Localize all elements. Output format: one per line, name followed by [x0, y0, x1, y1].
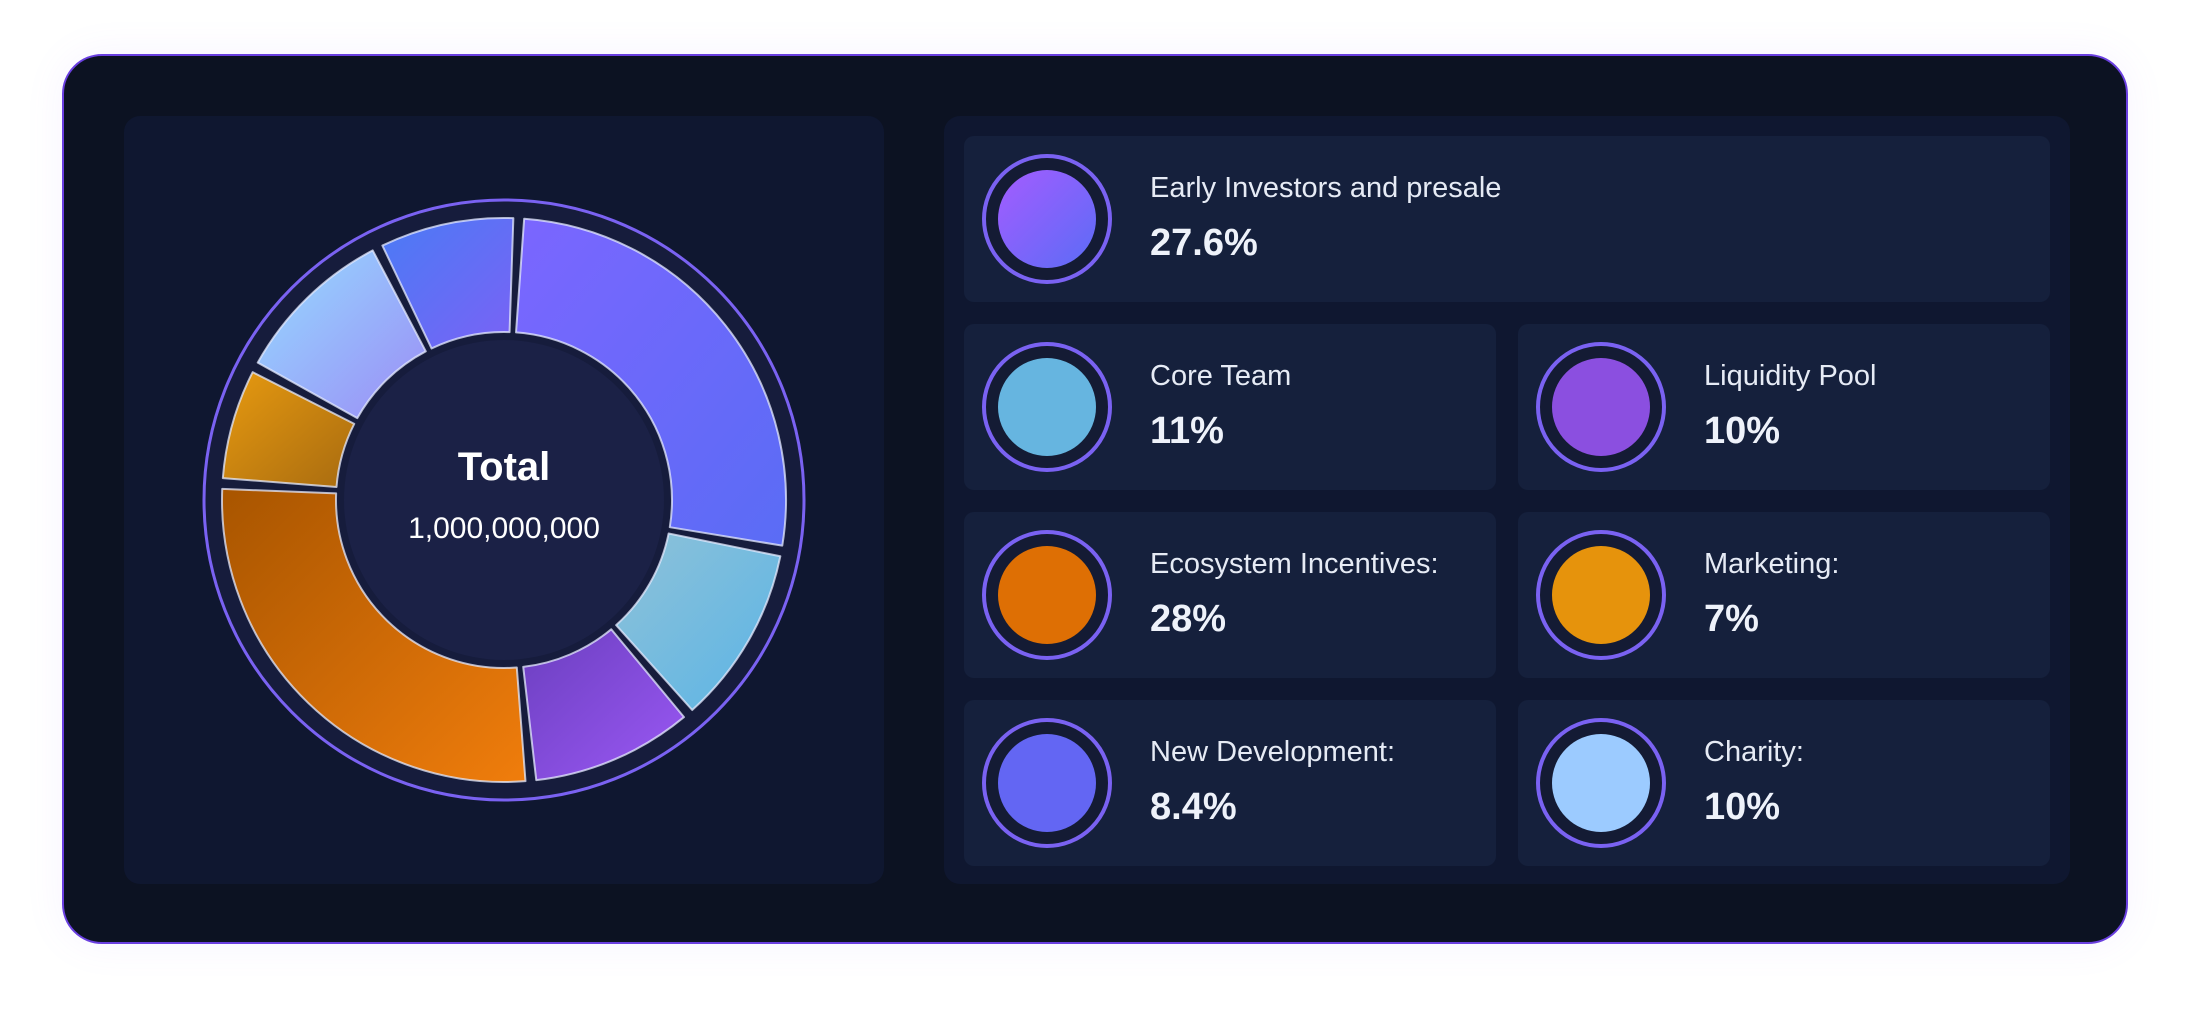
legend-value: 11% [1150, 410, 1224, 452]
legend-item: Core Team 11% [964, 324, 1496, 490]
legend-swatch-icon [1536, 342, 1666, 472]
legend-label: Charity: [1704, 736, 1804, 768]
pie-slice [522, 628, 685, 782]
legend-value: 27.6% [1150, 222, 1258, 264]
pie-slice [515, 217, 787, 547]
legend-label: Marketing: [1704, 548, 1840, 580]
inner-hole [344, 340, 664, 660]
legend-item: Ecosystem Incentives: 28% [964, 512, 1496, 678]
chart-center-title: Total [458, 445, 551, 489]
legend-color-dot [1552, 734, 1650, 832]
legend-swatch-icon [1536, 530, 1666, 660]
chart-center-value: 1,000,000,000 [408, 512, 600, 545]
donut-chart: Total 1,000,000,000 [202, 198, 806, 802]
legend-swatch-icon [982, 342, 1112, 472]
pie-slice [381, 217, 515, 350]
legend-swatch-icon [982, 530, 1112, 660]
legend-value: 10% [1704, 786, 1781, 828]
legend-value: 28% [1150, 598, 1227, 640]
legend-value: 8.4% [1150, 786, 1237, 828]
legend-swatch-icon [1536, 718, 1666, 848]
pie-slice [221, 371, 356, 488]
legend-label: Early Investors and presale [1150, 172, 1502, 204]
legend-item: Marketing: 7% [1518, 512, 2050, 678]
legend-color-dot [998, 170, 1096, 268]
legend-color-dot [998, 358, 1096, 456]
legend-swatch-icon [982, 718, 1112, 848]
pie-slice [615, 532, 782, 712]
legend-label: Ecosystem Incentives: [1150, 548, 1439, 580]
legend-swatch-icon [982, 154, 1112, 284]
tokenomics-card: Total 1,000,000,000 Early Investors and … [62, 54, 2128, 944]
legend-item: Charity: 10% [1518, 700, 2050, 866]
donut-chart-panel: Total 1,000,000,000 [124, 116, 884, 884]
pie-slice [256, 249, 427, 420]
legend-item: New Development: 8.4% [964, 700, 1496, 866]
pie-slice [221, 487, 527, 783]
legend-label: New Development: [1150, 736, 1395, 768]
legend-label: Liquidity Pool [1704, 360, 1877, 392]
legend-color-dot [998, 734, 1096, 832]
legend-item: Early Investors and presale 27.6% [964, 136, 2050, 302]
legend-value: 7% [1704, 598, 1759, 640]
legend-color-dot [1552, 546, 1650, 644]
legend-item: Liquidity Pool 10% [1518, 324, 2050, 490]
legend-panel: Early Investors and presale 27.6% Core Tea… [944, 116, 2070, 884]
legend-value: 10% [1704, 410, 1781, 452]
legend-color-dot [998, 546, 1096, 644]
legend-color-dot [1552, 358, 1650, 456]
legend-label: Core Team [1150, 360, 1292, 392]
